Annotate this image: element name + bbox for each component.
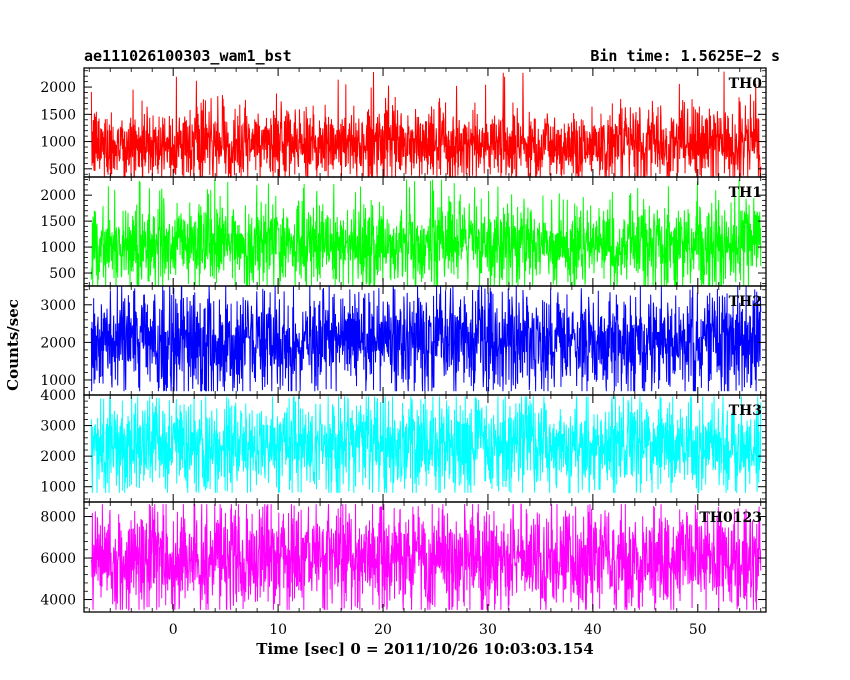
y-tick-label: 8000 [40,510,76,526]
y-tick-label: 2000 [40,335,76,351]
y-tick-label: 500 [49,266,76,282]
x-tick-label: 40 [584,622,602,638]
y-tick-label: 1000 [40,240,76,256]
x-axis-label: Time [sec] 0 = 2011/10/26 10:03:03.154 [256,640,593,658]
panel-th2: 1000 2000 3000 TH2 [40,285,767,396]
y-tick-label: 4000 [40,593,76,609]
panel-th1: 500 1000 1500 2000 TH1 [40,176,767,287]
y-tick-label: 3000 [40,419,76,435]
panels-group: 500 1000 1500 2000 TH0 500 1000 1500 2000 TH1 1000… [40,67,767,613]
x-tick-label: 0 [169,622,178,638]
bin-time-label: Bin time: 1.5625E−2 s [590,47,780,65]
series-line-th0 [90,71,762,178]
y-tick-label: 4000 [40,388,76,404]
series-line-th0123 [90,503,762,612]
panel-th3: 1000 2000 3000 4000 TH3 [40,388,767,503]
x-axis: 0 10 20 30 40 50 [169,622,707,638]
series-line-th1 [90,179,762,287]
panel-th0123: 4000 6000 8000 TH0123 [40,501,767,613]
y-tick-label: 1000 [40,135,76,151]
y-axis-label: Counts/sec [4,299,22,391]
y-tick-label: 500 [49,162,76,178]
x-tick-label: 20 [374,622,392,638]
y-tick-label: 6000 [40,551,76,567]
panel-label-th3: TH3 [729,403,762,419]
y-tick-label: 1500 [40,107,76,123]
y-tick-label: 2000 [40,80,76,96]
series-line-th2 [90,285,762,392]
y-tick-label: 2000 [40,188,76,204]
y-tick-label: 3000 [40,298,76,314]
series-line-th3 [90,396,762,494]
x-tick-label: 10 [269,622,287,638]
y-tick-label: 1500 [40,214,76,230]
x-tick-label: 50 [689,622,707,638]
x-tick-label: 30 [479,622,497,638]
panel-label-th1: TH1 [729,185,762,201]
y-tick-label: 1000 [40,373,76,389]
panel-label-th0123: TH0123 [699,510,762,526]
y-tick-label: 2000 [40,449,76,465]
chart-title: ae111026100303_wam1_bst [84,47,292,65]
panel-th0: 500 1000 1500 2000 TH0 [40,67,767,178]
panel-label-th0: TH0 [729,76,763,92]
y-tick-label: 1000 [40,480,76,496]
panel-label-th2: TH2 [729,294,762,310]
